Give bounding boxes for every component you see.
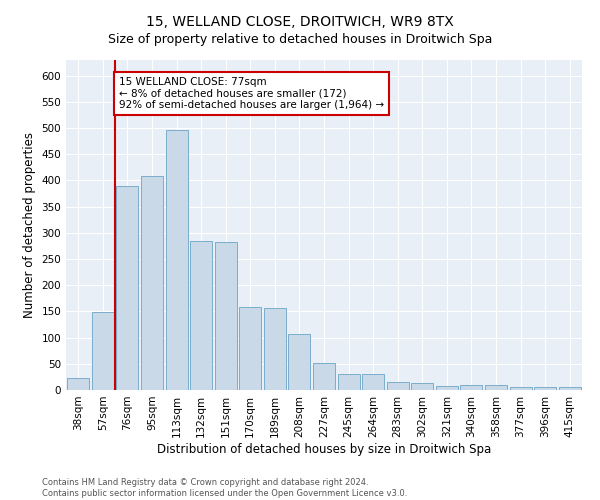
Bar (509, 388, 532, 390)
Bar (534, 388, 556, 390)
Bar (67, 378, 89, 390)
Bar (116, 186, 139, 390)
Bar (411, 383, 433, 390)
Bar (190, 240, 212, 390)
Bar (559, 388, 581, 390)
Bar (460, 386, 482, 390)
Bar (485, 386, 507, 390)
Bar (239, 307, 262, 390)
Text: Size of property relative to detached houses in Droitwich Spa: Size of property relative to detached ho… (108, 32, 492, 46)
Text: 15, WELLAND CLOSE, DROITWICH, WR9 8TX: 15, WELLAND CLOSE, DROITWICH, WR9 8TX (146, 15, 454, 29)
Bar (264, 308, 286, 390)
Bar (289, 334, 310, 390)
Bar (215, 242, 237, 390)
Bar (313, 363, 335, 390)
Bar (386, 382, 409, 390)
Bar (141, 176, 163, 390)
Bar (436, 386, 458, 390)
Y-axis label: Number of detached properties: Number of detached properties (23, 132, 36, 318)
Bar (166, 130, 188, 390)
X-axis label: Distribution of detached houses by size in Droitwich Spa: Distribution of detached houses by size … (157, 442, 491, 456)
Bar (338, 374, 359, 390)
Bar (92, 312, 114, 390)
Text: Contains HM Land Registry data © Crown copyright and database right 2024.
Contai: Contains HM Land Registry data © Crown c… (42, 478, 407, 498)
Bar (362, 374, 384, 390)
Text: 15 WELLAND CLOSE: 77sqm
← 8% of detached houses are smaller (172)
92% of semi-de: 15 WELLAND CLOSE: 77sqm ← 8% of detached… (119, 77, 384, 110)
